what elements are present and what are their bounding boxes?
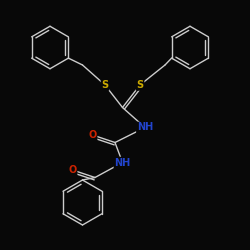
Text: NH: NH: [137, 122, 153, 132]
Text: NH: NH: [114, 158, 130, 168]
Text: O: O: [68, 165, 76, 175]
Text: O: O: [88, 130, 96, 140]
Text: S: S: [102, 80, 108, 90]
Text: S: S: [136, 80, 143, 90]
